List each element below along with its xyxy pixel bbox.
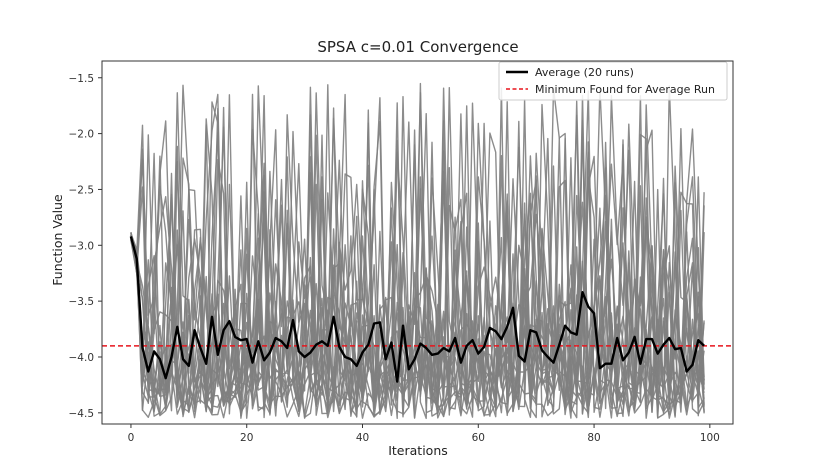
x-tick-label: 60: [472, 432, 485, 444]
y-tick-label: −4.5: [69, 408, 95, 420]
y-tick-label: −2.5: [69, 184, 95, 196]
x-axis-label: Iterations: [388, 443, 448, 458]
legend-box: [498, 61, 728, 101]
legend-label-minimum: Minimum Found for Average Run: [535, 83, 715, 96]
y-tick-label: −3.0: [69, 240, 95, 252]
y-tick-label: −4.0: [69, 352, 95, 364]
y-tick-label: −2.0: [69, 129, 95, 141]
run-line: [130, 128, 705, 419]
axis-ticks: 0 20 40 60 80 100 −4.5 −4.0 −3.5 −3.0 −2.5 −2.0 −1.5: [69, 73, 720, 444]
x-tick-label: 100: [700, 432, 720, 444]
chart-title: SPSA c=0.01 Convergence: [317, 38, 518, 56]
run-line: [130, 87, 705, 419]
x-tick-label: 0: [128, 432, 135, 444]
average-layer: [129, 236, 705, 383]
run-line: [130, 92, 705, 415]
legend-label-average: Average (20 runs): [535, 66, 634, 79]
run-line: [130, 100, 705, 416]
run-lines: [130, 82, 705, 420]
x-tick-label: 80: [587, 432, 600, 444]
run-line: [130, 85, 705, 417]
legend: Average (20 runs) Minimum Found for Aver…: [498, 61, 728, 101]
plot-frame: [101, 60, 734, 425]
y-axis-label: Function Value: [50, 194, 65, 286]
x-tick-label: 40: [356, 432, 369, 444]
y-tick-label: −1.5: [69, 73, 95, 85]
y-tick-label: −3.5: [69, 296, 95, 308]
x-tick-label: 20: [240, 432, 253, 444]
average-line: [129, 236, 705, 383]
